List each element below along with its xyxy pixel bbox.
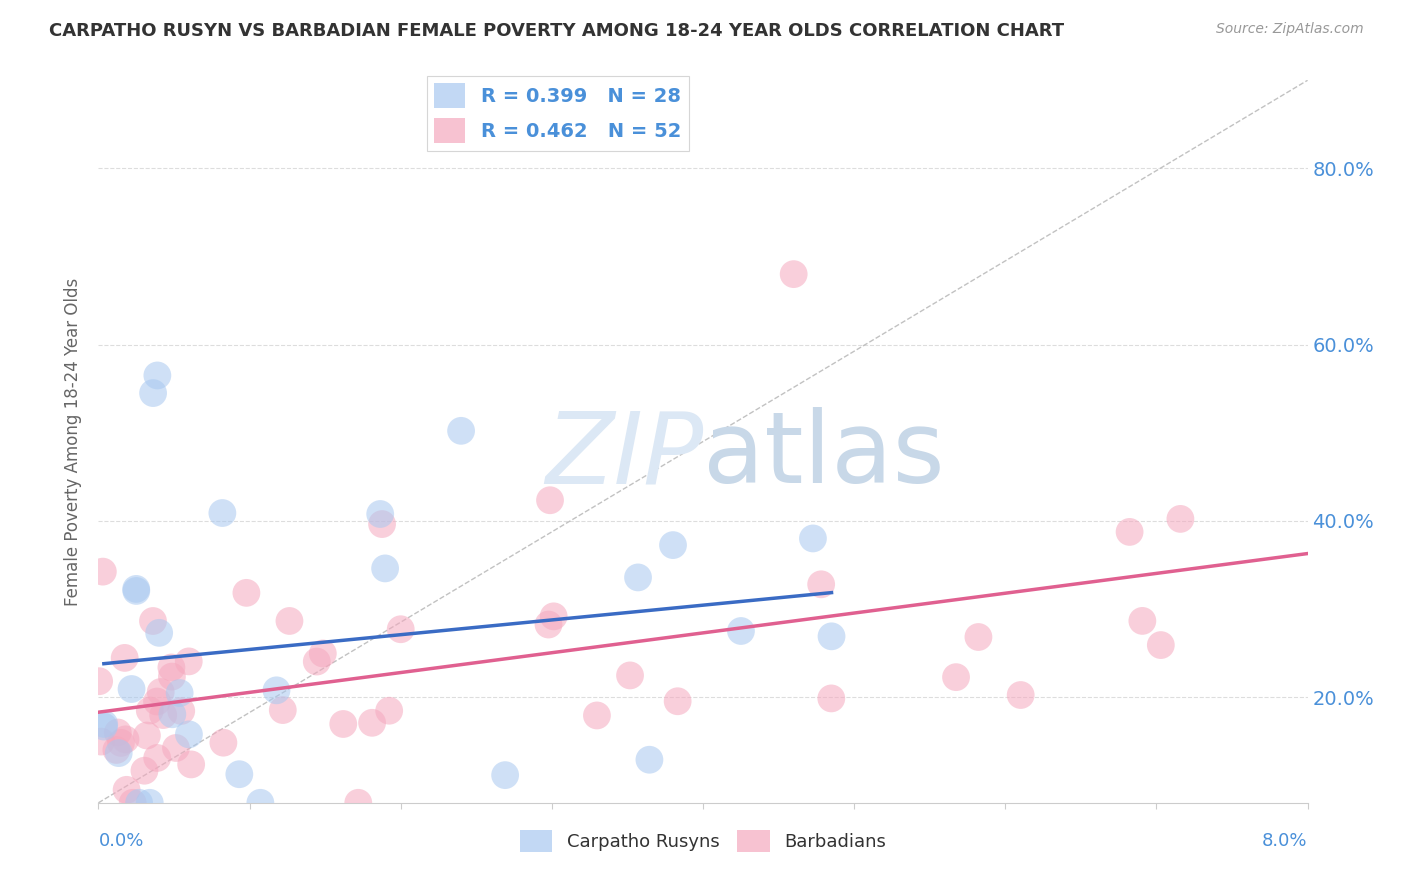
Point [450,424,472,438]
Point [135,729,157,743]
Point [212,736,235,750]
Point [538,493,561,508]
Point [148,625,170,640]
Point [1170,512,1192,526]
Point [121,796,143,810]
Point [180,757,202,772]
Point [139,796,162,810]
Point [783,267,806,281]
Point [160,660,183,674]
Point [125,583,148,598]
Point [125,582,148,596]
Point [347,796,370,810]
Point [945,670,967,684]
Point [537,617,560,632]
Point [152,708,174,723]
Point [235,586,257,600]
Point [162,707,184,722]
Text: CARPATHO RUSYN VS BARBADIAN FEMALE POVERTY AMONG 18-24 YEAR OLDS CORRELATION CHA: CARPATHO RUSYN VS BARBADIAN FEMALE POVER… [49,22,1064,40]
Point [619,668,641,682]
Point [134,764,156,778]
Point [128,796,150,810]
Point [114,732,136,747]
Point [1010,688,1032,702]
Point [169,686,191,700]
Point [91,565,114,579]
Point [368,507,391,521]
Point [378,704,401,718]
Point [160,669,183,683]
Point [967,630,990,644]
Y-axis label: Female Poverty Among 18-24 Year Olds: Female Poverty Among 18-24 Year Olds [65,277,83,606]
Point [146,368,169,383]
Point [139,704,162,718]
Point [165,741,187,756]
Point [801,532,824,546]
Point [121,681,143,696]
Point [332,717,354,731]
Point [361,715,384,730]
Point [543,609,565,624]
Point [177,654,200,668]
Point [93,720,115,734]
Point [820,629,842,643]
Point [228,767,250,781]
Point [107,725,129,739]
Text: 0.0%: 0.0% [98,831,143,850]
Point [249,796,271,810]
Text: 8.0%: 8.0% [1263,831,1308,850]
Point [312,647,335,661]
Point [662,538,685,552]
Point [638,753,661,767]
Point [1118,524,1140,539]
Point [586,708,609,723]
Point [115,782,138,797]
Text: atlas: atlas [703,408,945,505]
Point [142,386,165,401]
Point [305,655,328,669]
Point [627,570,650,584]
Point [374,561,396,575]
Point [1130,614,1153,628]
Point [146,694,169,708]
Point [1150,638,1173,652]
Point [389,622,412,636]
Point [371,517,394,532]
Point [278,614,301,628]
Point [105,743,128,757]
Point [271,703,294,717]
Text: ZIP: ZIP [544,408,703,505]
Point [114,651,136,665]
Point [810,577,832,591]
Legend: R = 0.399   N = 28, R = 0.462   N = 52: R = 0.399 N = 28, R = 0.462 N = 52 [426,76,689,151]
Point [93,717,115,731]
Point [146,751,169,765]
Text: Source: ZipAtlas.com: Source: ZipAtlas.com [1216,22,1364,37]
Point [149,685,172,699]
Point [666,694,689,708]
Point [494,768,516,782]
Point [142,614,165,628]
Point [170,704,193,718]
Point [90,734,112,748]
Point [730,624,752,638]
Point [177,727,200,741]
Point [107,746,129,760]
Point [110,736,132,750]
Point [820,691,842,706]
Point [89,674,111,689]
Point [266,683,288,698]
Point [211,506,233,520]
